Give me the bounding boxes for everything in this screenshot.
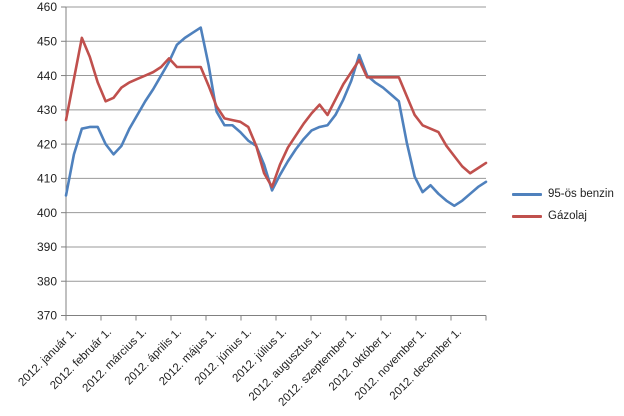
legend-item-gazolaj: Gázolaj: [512, 210, 614, 222]
chart-legend: 95-ös benzin Gázolaj: [512, 188, 614, 222]
legend-item-benzin: 95-ös benzin: [512, 188, 614, 200]
y-axis-label: 440: [37, 69, 57, 83]
y-axis-label: 410: [37, 172, 57, 186]
legend-label-gazolaj: Gázolaj: [548, 210, 587, 222]
y-axis-label: 460: [37, 0, 57, 14]
y-axis-label: 400: [37, 206, 57, 220]
x-axis-label: 2012. március 1.: [81, 326, 150, 395]
x-axis-label: 2012. január 1.: [16, 326, 79, 389]
y-axis-label: 390: [37, 240, 57, 254]
y-axis-label: 380: [37, 274, 57, 288]
x-axis-label: 2012. október 1.: [327, 326, 394, 393]
gazolaj-line-swatch: [512, 214, 542, 218]
y-axis-label: 370: [37, 309, 57, 323]
series-line-gazolaj: [64, 36, 488, 189]
y-axis-label: 430: [37, 103, 57, 117]
x-axis-label: 2012. február 1.: [48, 326, 114, 392]
benzin-line-swatch: [512, 192, 542, 196]
y-axis-label: 450: [37, 34, 57, 48]
series-line-benzin: [64, 26, 488, 208]
legend-label-benzin: 95-ös benzin: [548, 188, 614, 200]
y-axis-label: 420: [37, 137, 57, 151]
